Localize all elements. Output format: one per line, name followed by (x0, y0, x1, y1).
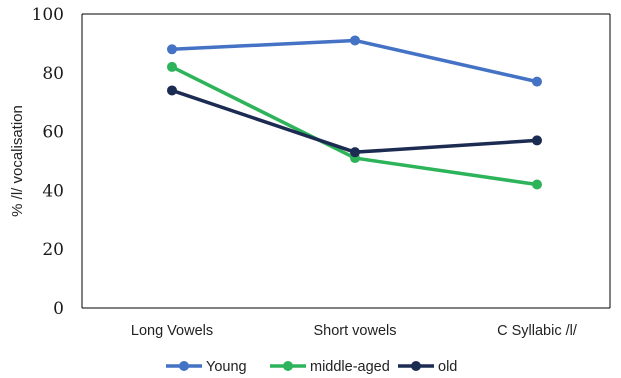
series-young (167, 35, 542, 87)
data-point (532, 135, 542, 146)
y-tick-label: 40 (42, 181, 64, 201)
data-point (532, 76, 542, 87)
y-tick-label: 0 (53, 299, 64, 319)
x-category-label: C Syllabic /l/ (497, 323, 578, 339)
legend-swatch-marker (179, 361, 189, 371)
x-category-labels: Long Vowels Short vowels C Syllabic /l/ (131, 323, 578, 339)
y-tick-label: 20 (42, 240, 64, 260)
y-tick-labels: 0 20 40 60 80 100 (32, 5, 64, 319)
series-line (170, 38, 539, 84)
legend-label: old (438, 359, 457, 375)
data-point (532, 179, 542, 190)
legend-swatch-marker (411, 361, 421, 371)
x-category-label: Long Vowels (131, 323, 213, 339)
data-point (167, 44, 177, 55)
axes (81, 13, 611, 309)
y-tick-label: 80 (42, 64, 64, 84)
data-point (167, 85, 177, 96)
x-category-label: Short vowels (313, 323, 396, 339)
legend-label: Young (206, 359, 247, 375)
data-point (167, 61, 177, 72)
data-point (350, 35, 360, 46)
series-line (170, 65, 539, 187)
legend-item: old (398, 359, 457, 375)
legend: Young middle-aged old (166, 359, 457, 375)
legend-item: middle-aged (270, 359, 390, 375)
y-tick-label: 60 (42, 123, 64, 143)
legend-swatch-marker (283, 361, 293, 371)
series-old (167, 85, 542, 158)
y-tick-label: 100 (32, 5, 64, 25)
data-point (350, 147, 360, 158)
y-axis-label: % /l/ vocalisation (9, 105, 26, 217)
series-group (167, 35, 542, 190)
series-middle-aged (167, 61, 542, 190)
series-line (170, 88, 539, 154)
legend-label: middle-aged (310, 359, 390, 375)
legend-item: Young (166, 359, 247, 375)
